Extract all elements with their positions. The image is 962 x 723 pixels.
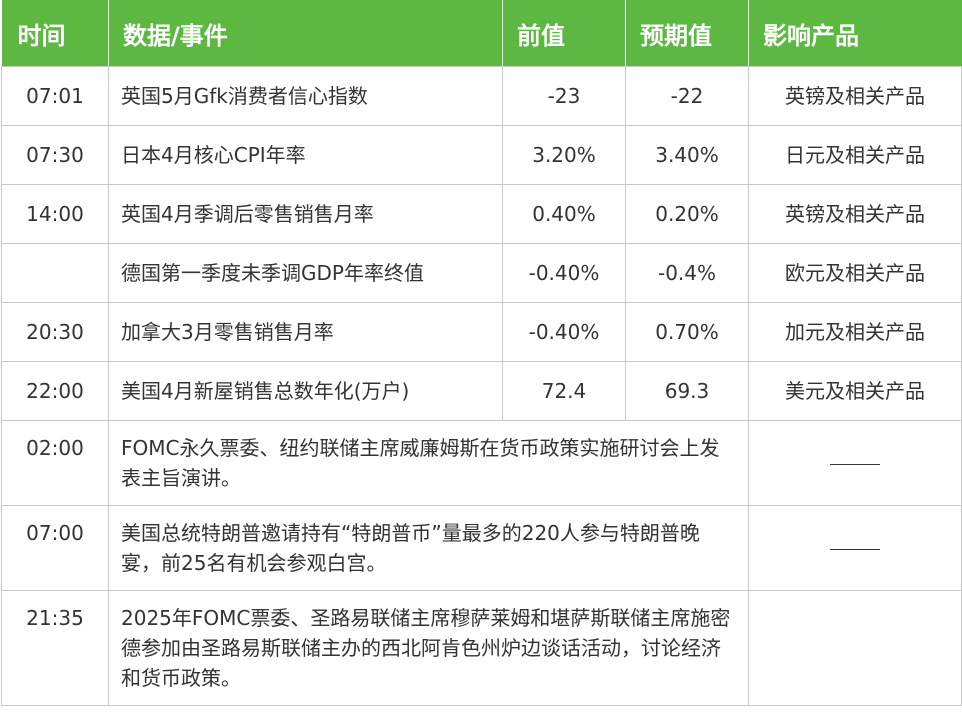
cell-expected: -22 [625, 66, 749, 126]
event-row: 07:00 美国总统特朗普邀请持有“特朗普币”量最多的220人参与特朗普晚宴，前… [1, 505, 962, 591]
table-row: 德国第一季度未季调GDP年率终值 -0.40% -0.4% 欧元及相关产品 [1, 243, 962, 303]
cell-expected: -0.4% [625, 243, 749, 303]
cell-event: 德国第一季度未季调GDP年率终值 [108, 243, 503, 303]
cell-prev: -23 [502, 66, 626, 126]
cell-event: 英国4月季调后零售销售月率 [108, 184, 503, 244]
cell-time: 02:00 [1, 420, 109, 506]
cell-expected: 0.70% [625, 302, 749, 362]
cell-event: 美国总统特朗普邀请持有“特朗普币”量最多的220人参与特朗普晚宴，前25名有机会… [108, 505, 749, 591]
cell-event: 英国5月Gfk消费者信心指数 [108, 66, 503, 126]
header-products: 影响产品 [748, 0, 962, 67]
header-prev: 前值 [502, 0, 626, 67]
table-row: 22:00 美国4月新屋销售总数年化(万户) 72.4 69.3 美元及相关产品 [1, 361, 962, 421]
cell-event: 加拿大3月零售销售月率 [108, 302, 503, 362]
event-row: 02:00 FOMC永久票委、纽约联储主席威廉姆斯在货币政策实施研讨会上发表主旨… [1, 420, 962, 506]
cell-time: 07:01 [1, 66, 109, 126]
cell-event: 美国4月新屋销售总数年化(万户) [108, 361, 503, 421]
empty-dash [830, 549, 880, 550]
cell-time: 20:30 [1, 302, 109, 362]
cell-products [748, 590, 962, 706]
cell-time: 21:35 [1, 590, 109, 706]
cell-prev: -0.40% [502, 243, 626, 303]
header-expected: 预期值 [625, 0, 749, 67]
cell-expected: 3.40% [625, 125, 749, 185]
cell-time: 07:30 [1, 125, 109, 185]
table-row: 20:30 加拿大3月零售销售月率 -0.40% 0.70% 加元及相关产品 [1, 302, 962, 362]
cell-products: 日元及相关产品 [748, 125, 962, 185]
cell-expected: 0.20% [625, 184, 749, 244]
cell-event: 日本4月核心CPI年率 [108, 125, 503, 185]
table-row: 07:30 日本4月核心CPI年率 3.20% 3.40% 日元及相关产品 [1, 125, 962, 185]
cell-event: FOMC永久票委、纽约联储主席威廉姆斯在货币政策实施研讨会上发表主旨演讲。 [108, 420, 749, 506]
cell-time [1, 243, 109, 303]
table-row: 14:00 英国4月季调后零售销售月率 0.40% 0.20% 英镑及相关产品 [1, 184, 962, 244]
cell-time: 07:00 [1, 505, 109, 591]
event-row: 21:35 2025年FOMC票委、圣路易联储主席穆萨莱姆和堪萨斯联储主席施密德… [1, 590, 962, 706]
cell-products: 英镑及相关产品 [748, 184, 962, 244]
cell-products: 加元及相关产品 [748, 302, 962, 362]
cell-products: 美元及相关产品 [748, 361, 962, 421]
table-row: 07:01 英国5月Gfk消费者信心指数 -23 -22 英镑及相关产品 [1, 66, 962, 126]
header-time: 时间 [1, 0, 109, 67]
cell-expected: 69.3 [625, 361, 749, 421]
cell-prev: 72.4 [502, 361, 626, 421]
header-row: 时间 数据/事件 前值 预期值 影响产品 [1, 0, 962, 67]
cell-prev: 3.20% [502, 125, 626, 185]
empty-dash [830, 464, 880, 465]
header-event: 数据/事件 [108, 0, 503, 67]
economic-calendar-table: 时间 数据/事件 前值 预期值 影响产品 07:01 英国5月Gfk消费者信心指… [1, 0, 962, 706]
cell-time: 14:00 [1, 184, 109, 244]
cell-prev: -0.40% [502, 302, 626, 362]
cell-prev: 0.40% [502, 184, 626, 244]
cell-event: 2025年FOMC票委、圣路易联储主席穆萨莱姆和堪萨斯联储主席施密德参加由圣路易… [108, 590, 749, 706]
cell-products [748, 505, 962, 591]
cell-products [748, 420, 962, 506]
cell-time: 22:00 [1, 361, 109, 421]
cell-products: 英镑及相关产品 [748, 66, 962, 126]
cell-products: 欧元及相关产品 [748, 243, 962, 303]
